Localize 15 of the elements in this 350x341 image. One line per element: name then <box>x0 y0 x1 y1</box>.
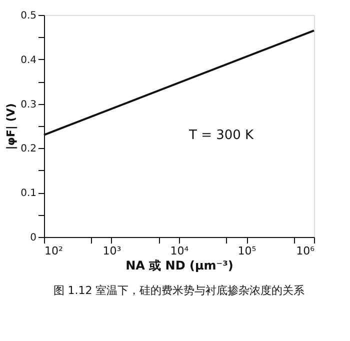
y-tick-label: 0.2 <box>20 144 36 155</box>
x-tick-label: 10⁵ <box>238 244 256 258</box>
y-tick-label: 0.5 <box>20 10 36 22</box>
y-axis-title: |φF| (V) <box>4 103 18 150</box>
x-axis-title: NA 或 ND (μm⁻³) <box>126 258 234 272</box>
x-tick-label: 10⁶ <box>296 244 316 258</box>
y-tick-label: 0 <box>30 232 36 244</box>
caption: 图 1.12 室温下，硅的费米势与衬底掺杂浓度的关系 <box>53 284 305 297</box>
y-tick-label: 0.4 <box>20 54 36 66</box>
y-tick-label: 0.1 <box>20 188 36 200</box>
annotation: T = 300 K <box>188 128 254 143</box>
x-tick-label: 10⁴ <box>170 244 190 258</box>
x-tick-label: 10³ <box>102 244 122 258</box>
y-tick-label: 0.3 <box>20 99 36 110</box>
x-tick-label: 10² <box>44 244 63 258</box>
